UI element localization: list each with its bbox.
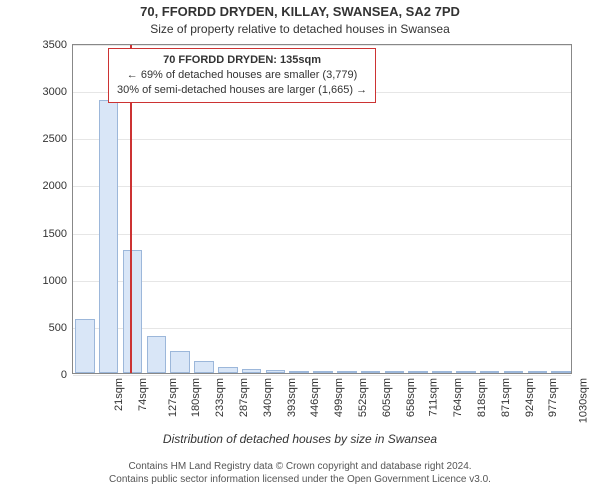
y-tick: 0 (61, 369, 67, 381)
x-tick: 658sqm (405, 378, 417, 417)
x-tick: 764sqm (452, 378, 464, 417)
x-tick: 1030sqm (578, 378, 590, 423)
y-tick: 3500 (43, 39, 67, 51)
y-tick: 1000 (43, 275, 67, 287)
x-tick: 180sqm (190, 378, 202, 417)
bar (337, 371, 357, 373)
bar (289, 371, 309, 373)
x-tick: 393sqm (286, 378, 298, 417)
bar (456, 371, 476, 373)
footer-line-1: Contains HM Land Registry data © Crown c… (0, 460, 600, 473)
bar (266, 370, 286, 373)
x-tick: 924sqm (524, 378, 536, 417)
x-tick: 818sqm (476, 378, 488, 417)
bar (313, 371, 333, 373)
bar (504, 371, 524, 373)
x-tick: 287sqm (238, 378, 250, 417)
gridline (73, 375, 571, 376)
gridline (73, 186, 571, 187)
bar (432, 371, 452, 373)
callout-line-1: ← 69% of detached houses are smaller (3,… (117, 68, 367, 83)
x-axis-label: Distribution of detached houses by size … (0, 432, 600, 446)
bar (218, 367, 238, 373)
callout-line-2: 30% of semi-detached houses are larger (… (117, 83, 367, 98)
bar (408, 371, 428, 373)
bar (123, 250, 143, 373)
y-tick: 3000 (43, 86, 67, 98)
page-subtitle: Size of property relative to detached ho… (0, 22, 600, 36)
bar (99, 100, 119, 373)
x-tick: 871sqm (500, 378, 512, 417)
callout-title: 70 FFORDD DRYDEN: 135sqm (117, 53, 367, 68)
gridline (73, 328, 571, 329)
x-tick: 711sqm (428, 378, 440, 416)
gridline (73, 281, 571, 282)
x-tick: 340sqm (262, 378, 274, 417)
x-tick: 552sqm (357, 378, 369, 417)
gridline (73, 45, 571, 46)
gridline (73, 139, 571, 140)
x-tick: 977sqm (548, 378, 560, 417)
gridline (73, 234, 571, 235)
bar (75, 319, 95, 373)
y-tick: 2500 (43, 133, 67, 145)
x-tick: 233sqm (214, 378, 226, 417)
bar (194, 361, 214, 373)
footer-line-2: Contains public sector information licen… (0, 473, 600, 486)
bar (385, 371, 405, 373)
page-title: 70, FFORDD DRYDEN, KILLAY, SWANSEA, SA2 … (0, 4, 600, 19)
x-tick: 74sqm (137, 378, 149, 411)
bar (528, 371, 548, 373)
bar (551, 371, 571, 373)
bar (480, 371, 500, 373)
callout: 70 FFORDD DRYDEN: 135sqm← 69% of detache… (108, 48, 376, 103)
x-tick: 446sqm (310, 378, 322, 417)
x-tick: 127sqm (167, 378, 179, 417)
y-tick: 1500 (43, 228, 67, 240)
y-tick: 2000 (43, 180, 67, 192)
bar (170, 351, 190, 373)
bar (242, 369, 262, 373)
y-tick: 500 (49, 322, 67, 334)
footer: Contains HM Land Registry data © Crown c… (0, 460, 600, 486)
x-tick: 605sqm (381, 378, 393, 417)
bar (147, 336, 167, 373)
x-tick: 499sqm (333, 378, 345, 417)
bar (361, 371, 381, 373)
x-tick: 21sqm (113, 378, 125, 411)
